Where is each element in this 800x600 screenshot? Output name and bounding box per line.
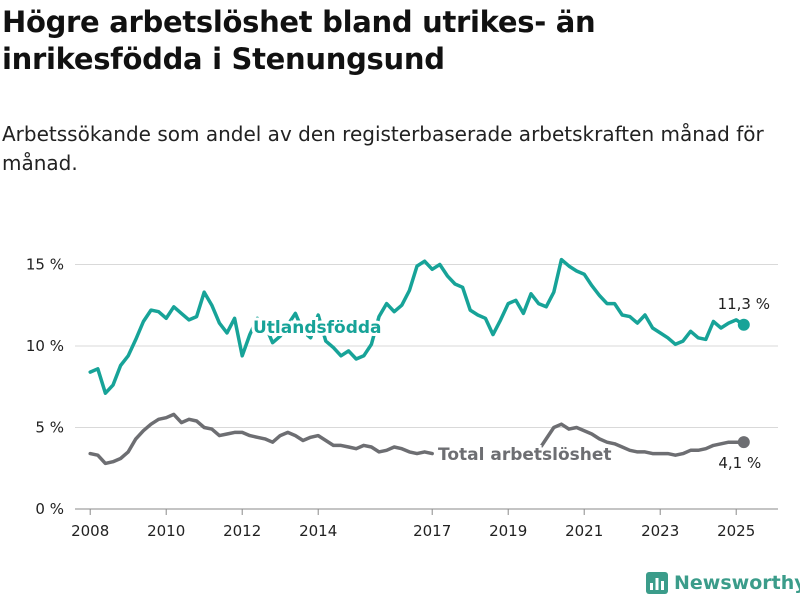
- bar-chart-logo-icon: [646, 572, 668, 594]
- end-value-label-utlandsfodda: 11,3 %: [718, 295, 770, 313]
- newsworthy-logo: Newsworthy: [646, 568, 800, 598]
- y-tick-label: 0 %: [35, 500, 64, 518]
- y-tick-label: 5 %: [35, 418, 64, 436]
- x-tick-label: 2017: [413, 522, 451, 540]
- series-label-total: Total arbetslöshet: [438, 445, 612, 465]
- chart-subtitle: Arbetssökande som andel av den registerb…: [2, 122, 764, 175]
- brand-name: Newsworthy: [674, 572, 800, 594]
- x-tick-label: 2023: [641, 522, 679, 540]
- x-tick-label: 2014: [299, 522, 337, 540]
- end-value-label-total: 4,1 %: [718, 454, 761, 472]
- series-label-utlandsfodda: Utlandsfödda: [253, 318, 382, 338]
- x-tick-label: 2021: [565, 522, 603, 540]
- chart-title: Högre arbetslöshet bland utrikes- än inr…: [2, 5, 596, 76]
- series-line-total-arbetslöshet: [88, 412, 746, 466]
- x-tick-label: 2025: [717, 522, 755, 540]
- y-tick-label: 10 %: [26, 337, 64, 355]
- x-tick-label: 2010: [147, 522, 185, 540]
- y-tick-label: 15 %: [26, 255, 64, 273]
- x-tick-label: 2012: [223, 522, 261, 540]
- x-tick-label: 2008: [71, 522, 109, 540]
- series-end-point-utlandsfödda: [737, 318, 750, 331]
- x-tick-label: 2019: [489, 522, 527, 540]
- series-end-point-total-arbetslöshet: [737, 436, 750, 449]
- series-line-utlandsfödda: [88, 257, 746, 395]
